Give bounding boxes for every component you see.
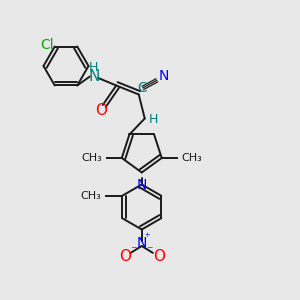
Text: C: C xyxy=(137,81,147,95)
Text: CH₃: CH₃ xyxy=(181,153,202,163)
Text: O: O xyxy=(153,249,165,264)
Text: N: N xyxy=(136,236,147,250)
Text: $^+$: $^+$ xyxy=(143,232,151,243)
Text: H: H xyxy=(89,61,98,74)
Text: O: O xyxy=(119,249,131,264)
Text: O: O xyxy=(95,103,107,118)
Text: $^-$: $^-$ xyxy=(145,245,154,255)
Text: N: N xyxy=(136,178,147,193)
Text: Cl: Cl xyxy=(40,38,54,52)
Text: N: N xyxy=(158,69,169,82)
Text: CH₃: CH₃ xyxy=(80,191,101,201)
Text: N: N xyxy=(88,69,99,84)
Text: $^-$: $^-$ xyxy=(129,245,138,255)
Text: CH₃: CH₃ xyxy=(82,153,102,163)
Text: H: H xyxy=(149,113,158,127)
